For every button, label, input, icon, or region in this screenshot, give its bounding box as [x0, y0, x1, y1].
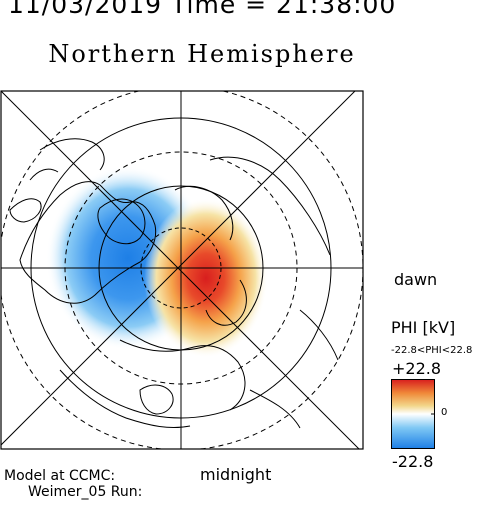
run-label: Weimer_05 Run:: [28, 484, 143, 500]
polar-plot: [0, 90, 364, 450]
colorbar: [391, 379, 435, 449]
colorbar-max-label: +22.8: [392, 359, 442, 378]
meridian-lines: [1, 91, 363, 449]
colorbar-zero-label: 0: [441, 407, 448, 418]
colorbar-min-label: -22.8: [392, 452, 434, 471]
colorbar-range: -22.8<PHI<22.8: [391, 345, 473, 356]
positive-potential-cell: [144, 198, 268, 358]
plot-title: Northern Hemisphere: [48, 40, 356, 68]
coastlines: [9, 138, 339, 429]
model-label: Model at CCMC:: [4, 468, 116, 484]
midnight-label: midnight: [200, 465, 272, 484]
datetime-header: 11/03/2019 Time = 21:38:00: [8, 0, 397, 19]
dawn-label: dawn: [394, 270, 438, 289]
colorbar-title: PHI [kV]: [391, 318, 456, 337]
